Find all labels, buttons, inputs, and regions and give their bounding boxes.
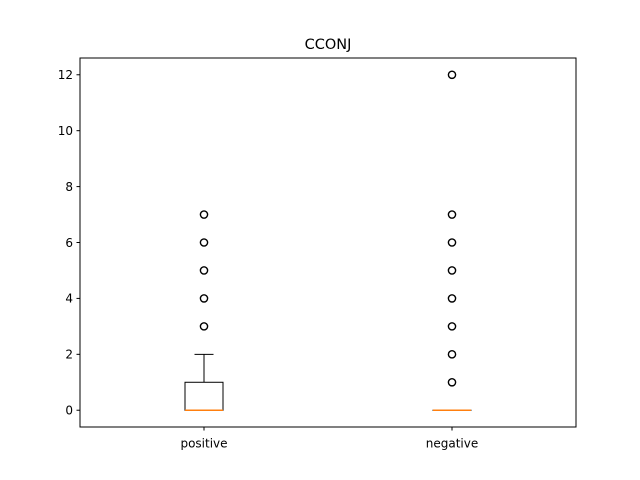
outlier-point (447, 266, 457, 275)
outlier-point (199, 238, 209, 247)
box-iqr (184, 381, 224, 411)
box-positive (184, 210, 224, 411)
y-tick-label: 8 (65, 180, 73, 194)
outlier-point (447, 322, 457, 331)
y-tick-label: 12 (58, 68, 73, 82)
y-tick-label: 2 (65, 348, 73, 362)
outlier-point (199, 210, 209, 219)
x-tick-label: positive (180, 437, 227, 451)
y-tick-label: 6 (65, 236, 73, 250)
y-axis: 0 2 4 6 8 10 12 (58, 68, 80, 418)
y-tick-label: 10 (58, 124, 73, 138)
outlier-point (447, 238, 457, 247)
y-tick-label: 0 (65, 404, 73, 418)
x-tick-label: negative (426, 437, 478, 451)
box-negative (432, 70, 472, 411)
outlier-point (447, 377, 457, 387)
plot-marks (184, 70, 472, 411)
outlier-point (199, 266, 209, 275)
outlier-point (447, 210, 457, 219)
outlier-point (199, 294, 209, 303)
plot-frame (79, 57, 577, 428)
chart-title: CCONJ (305, 37, 352, 53)
outlier-point (447, 350, 457, 359)
outlier-point (447, 70, 457, 80)
outlier-point (199, 322, 209, 331)
outlier-point (447, 294, 457, 303)
y-tick-label: 4 (65, 292, 73, 306)
x-axis: positive negative (180, 427, 478, 451)
